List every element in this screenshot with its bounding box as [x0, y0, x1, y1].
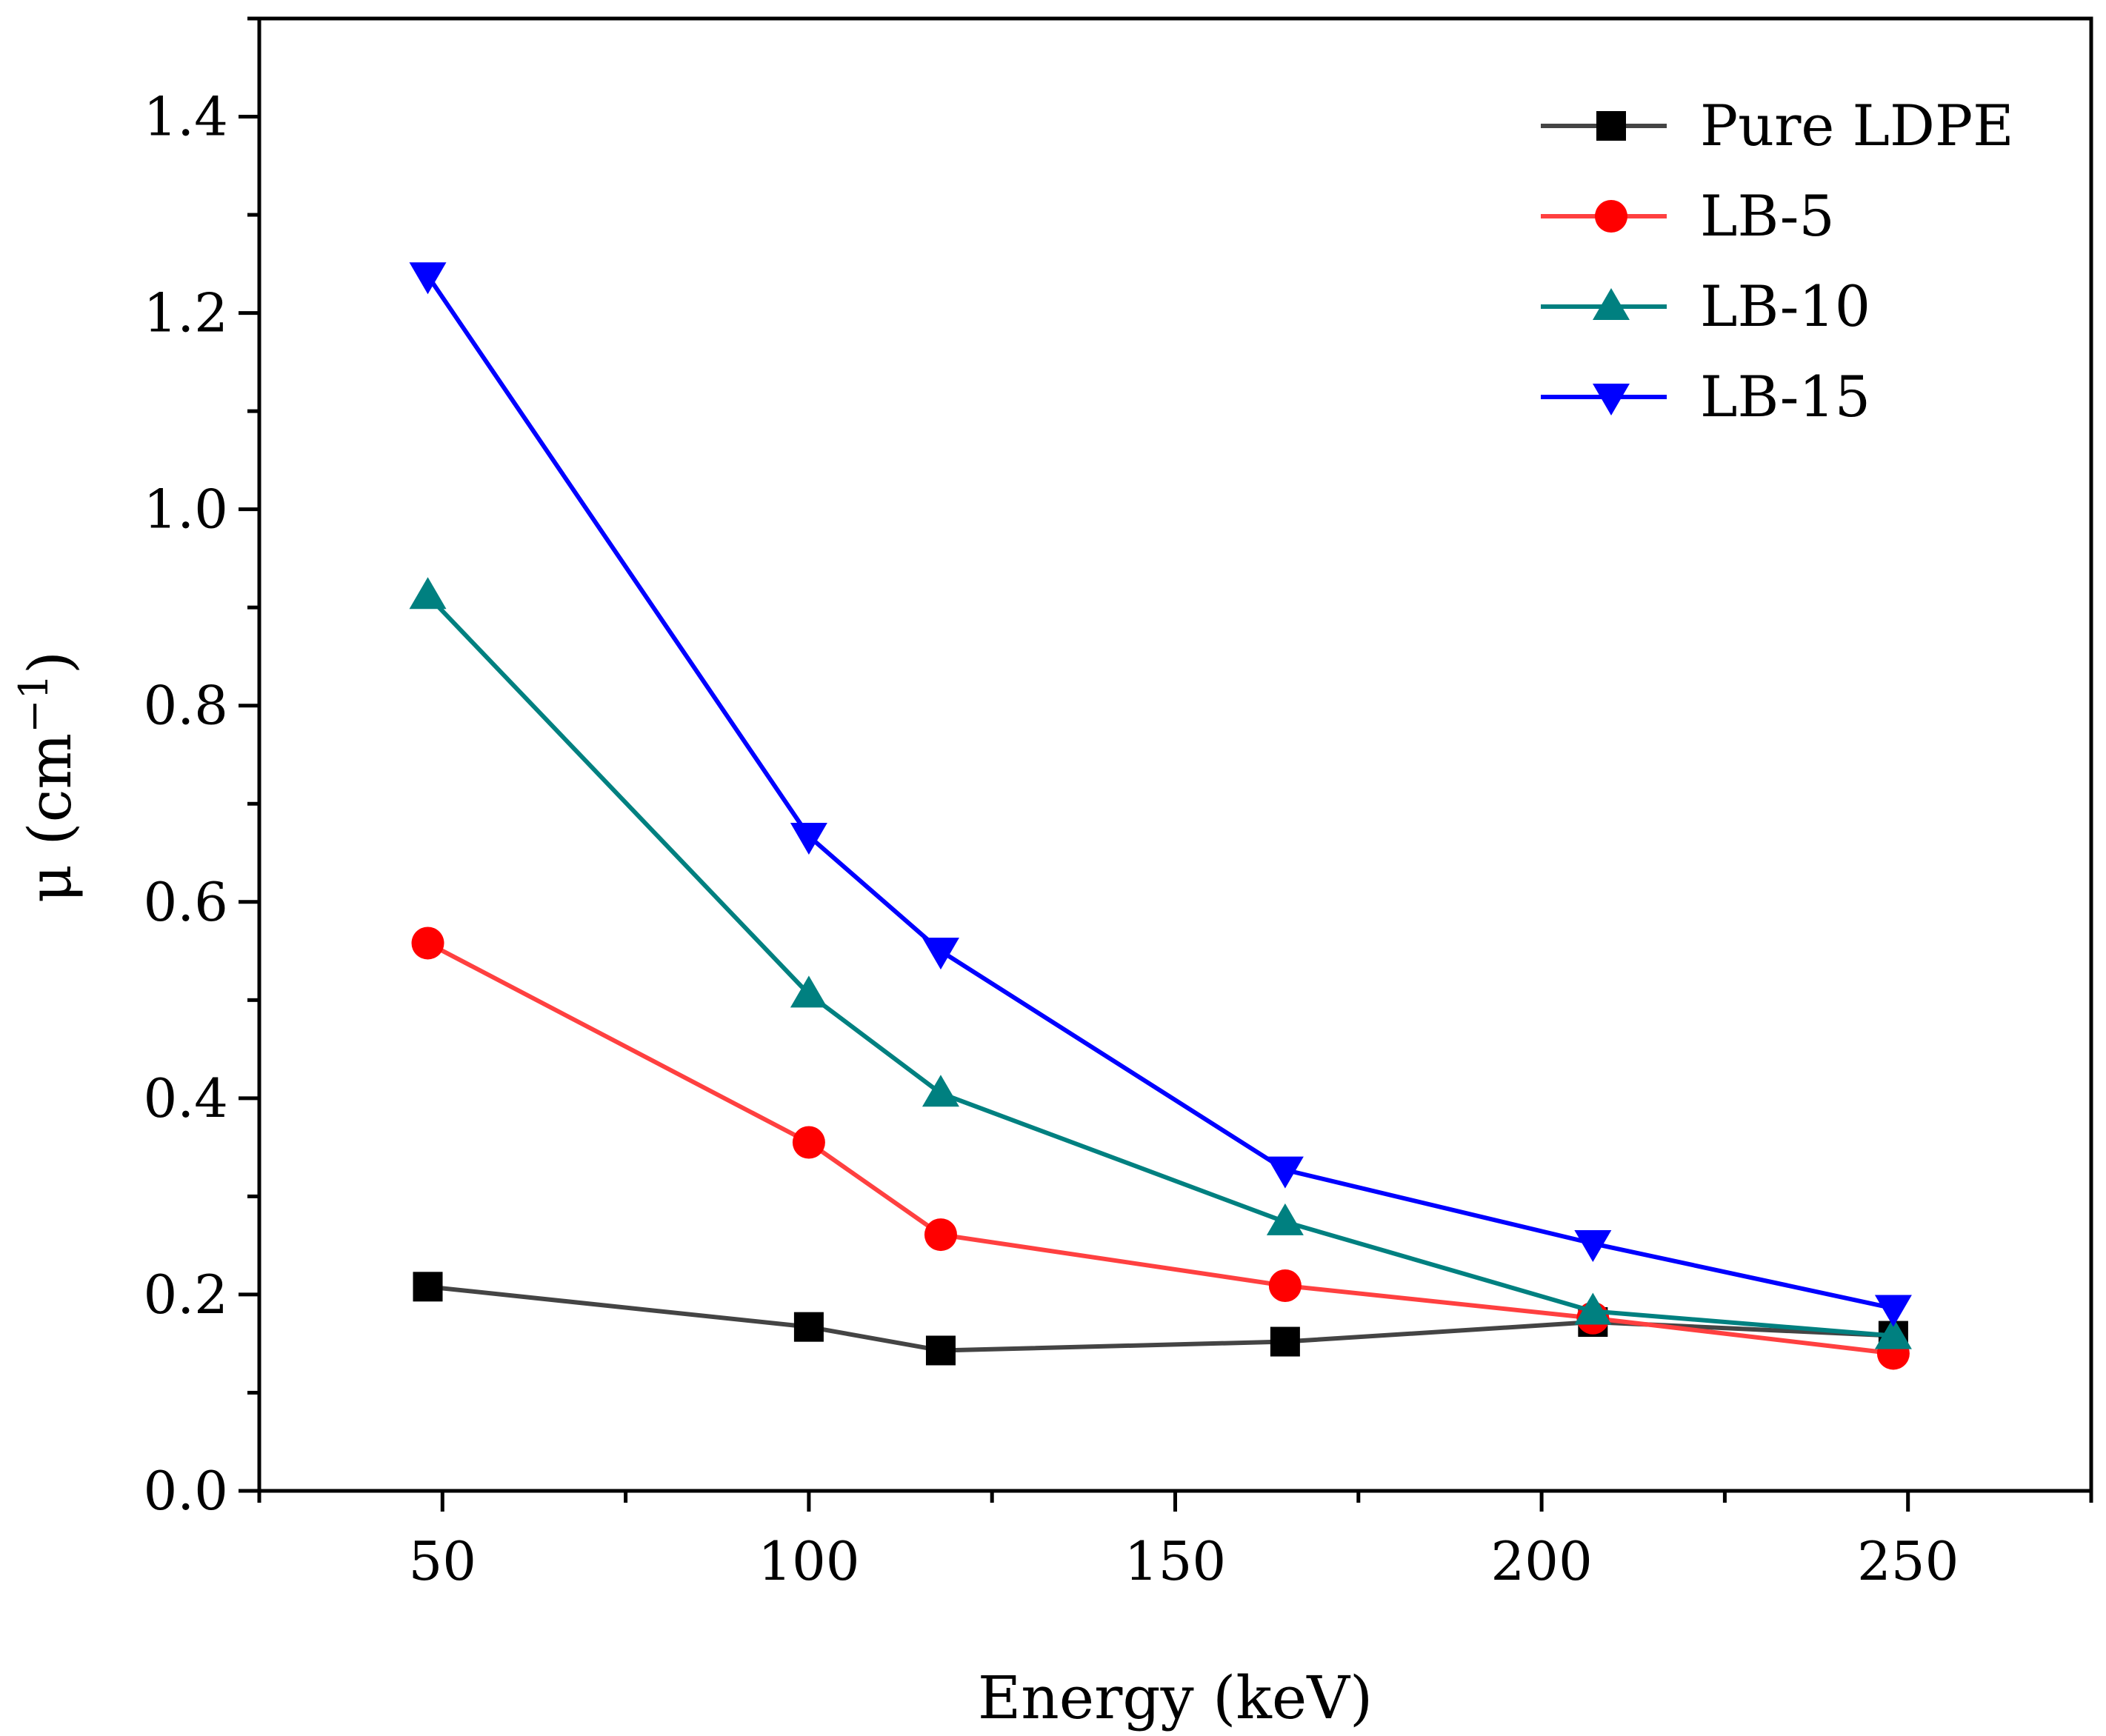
- data-point-lb-15: [1874, 1295, 1912, 1327]
- x-axis-ticks: 50 100 150 200 250: [257, 1491, 2093, 1592]
- data-point-lb-15: [790, 823, 827, 855]
- legend-marker-lb-10: [1593, 288, 1630, 320]
- data-point-lb-5: [411, 927, 444, 960]
- x-tick-label: 200: [1490, 1530, 1592, 1592]
- x-tick-label: 50: [408, 1530, 476, 1592]
- data-point-lb-10: [1874, 1317, 1912, 1349]
- data-point-pure-ldpe: [413, 1272, 443, 1302]
- legend-label-lb-5: LB-5: [1700, 183, 1835, 249]
- legend-item-lb-5: LB-5: [1541, 183, 1835, 249]
- data-point-lb-5: [924, 1218, 957, 1252]
- data-point-pure-ldpe: [793, 1312, 824, 1342]
- x-tick-label: 100: [758, 1530, 859, 1592]
- data-point-lb-15: [1574, 1230, 1612, 1263]
- legend-item-pure-ldpe: Pure LDPE: [1541, 93, 2014, 158]
- data-point-lb-15: [922, 938, 959, 970]
- x-tick-label: 150: [1124, 1530, 1226, 1592]
- data-point-pure-ldpe: [925, 1335, 956, 1366]
- legend-label-lb-15: LB-15: [1700, 364, 1870, 430]
- y-tick-label: 0.6: [143, 871, 228, 933]
- x-tick-label: 250: [1857, 1530, 1959, 1592]
- data-point-lb-10: [409, 577, 447, 610]
- legend-item-lb-10: LB-10: [1541, 273, 1870, 339]
- legend-label-pure-ldpe: Pure LDPE: [1700, 93, 2014, 158]
- y-tick-label: 1.2: [143, 282, 228, 344]
- legend-label-lb-10: LB-10: [1700, 273, 1870, 339]
- y-tick-label: 0.0: [143, 1460, 228, 1522]
- data-point-lb-10: [790, 975, 827, 1008]
- y-axis-title-main: μ (cm: [16, 733, 84, 903]
- legend-marker-pure-ldpe: [1596, 111, 1626, 141]
- data-point-lb-5: [1268, 1269, 1302, 1303]
- data-point-lb-10: [1574, 1292, 1612, 1325]
- y-axis-title-close: ): [16, 651, 84, 674]
- y-tick-label: 0.2: [143, 1263, 228, 1326]
- y-axis-title: μ (cm−1): [10, 651, 85, 903]
- data-point-pure-ldpe: [1270, 1326, 1300, 1357]
- data-point-lb-15: [1266, 1156, 1304, 1189]
- series-lb-10: [409, 577, 1912, 1349]
- y-axis-ticks: 0.0 0.2 0.4 0.6 0.8 1.0 1.2 1.4: [143, 16, 259, 1522]
- series-line-lb-5: [427, 941, 1894, 1356]
- series-line-lb-15: [426, 274, 1894, 1311]
- y-tick-label: 1.4: [143, 86, 228, 148]
- legend-marker-lb-15: [1593, 384, 1630, 415]
- data-point-lb-5: [792, 1126, 825, 1159]
- data-point-lb-10: [1266, 1203, 1304, 1235]
- legend-item-lb-15: LB-15: [1541, 364, 1870, 430]
- y-tick-label: 0.4: [143, 1067, 228, 1129]
- data-point-lb-10: [922, 1075, 959, 1107]
- y-tick-label: 1.0: [143, 478, 228, 541]
- legend: Pure LDPE LB-5 LB-10 LB-15: [1541, 93, 2014, 430]
- series-lb-15: [409, 262, 1912, 1327]
- legend-marker-lb-5: [1595, 200, 1627, 233]
- y-tick-label: 0.8: [143, 675, 228, 737]
- series-layer: [409, 262, 1912, 1370]
- series-line-lb-10: [426, 594, 1894, 1338]
- y-axis-title-sup: −1: [10, 674, 57, 733]
- x-axis-title: Energy (keV): [978, 1663, 1373, 1732]
- data-point-lb-15: [409, 262, 447, 295]
